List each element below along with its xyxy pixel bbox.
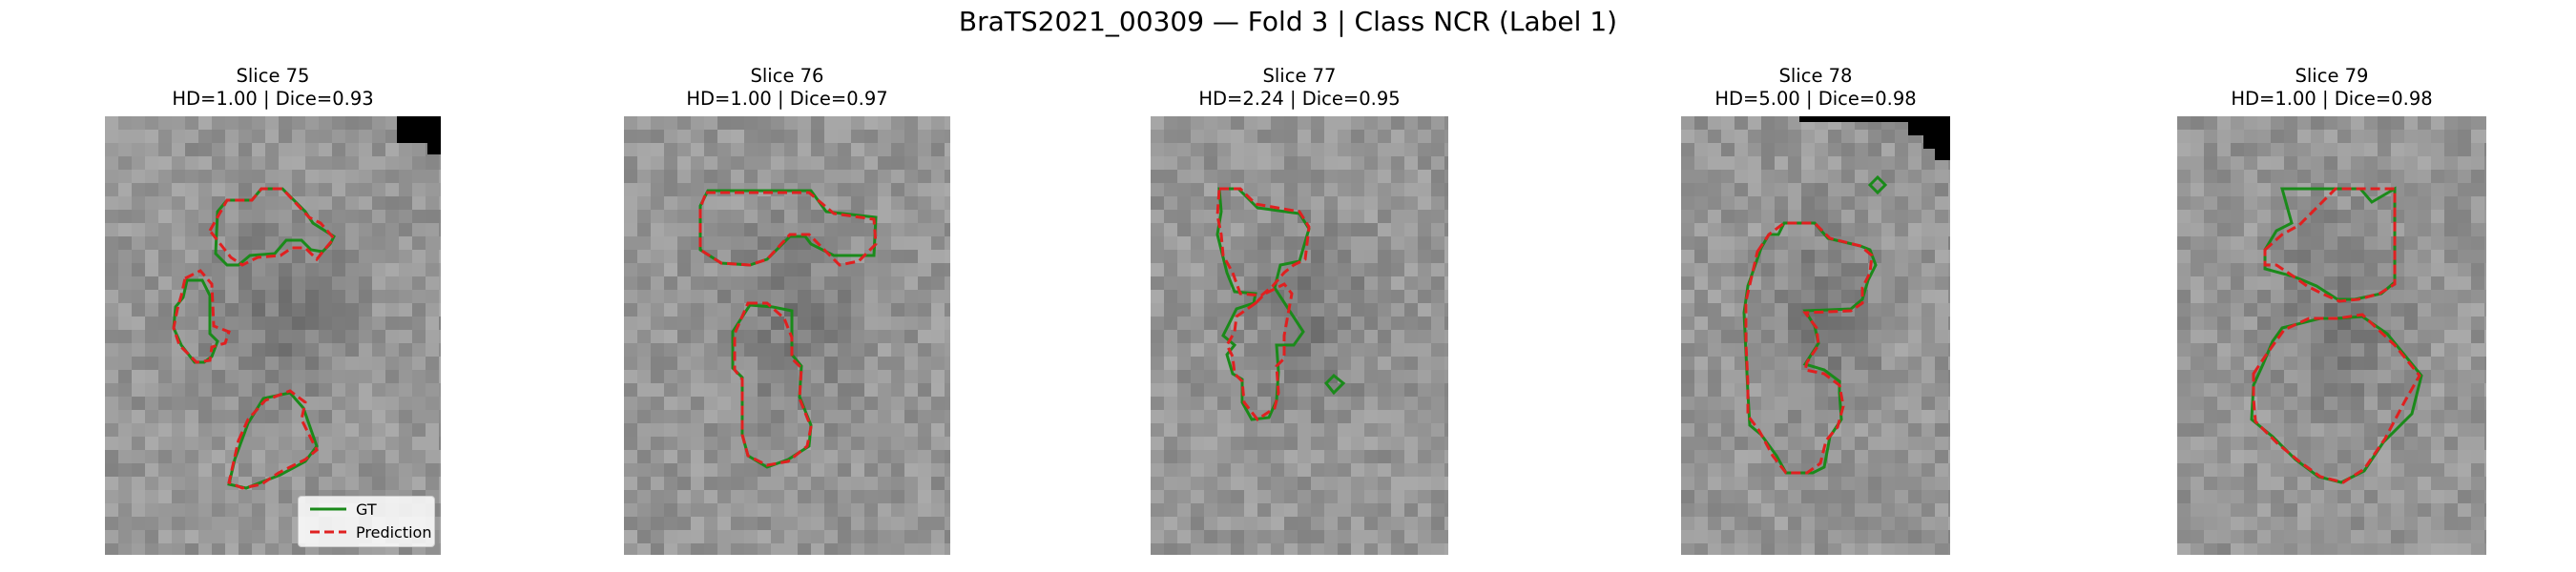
mri-texture xyxy=(2177,116,2486,555)
slice-label: Slice 76 xyxy=(750,65,824,87)
metrics-label: HD=1.00 | Dice=0.93 xyxy=(172,88,374,110)
prediction-contour xyxy=(1215,187,1311,422)
slice-label: Slice 75 xyxy=(236,65,310,87)
panel-title: Slice 76 HD=1.00 | Dice=0.97 xyxy=(548,65,1027,111)
panel-title: Slice 77 HD=2.24 | Dice=0.95 xyxy=(1074,65,1525,111)
metrics-label: HD=1.00 | Dice=0.98 xyxy=(2231,88,2433,110)
contour-overlay xyxy=(1215,187,1346,422)
slice-label: Slice 79 xyxy=(2295,65,2369,87)
corner-black-region xyxy=(1799,116,1950,160)
contour-overlay xyxy=(172,116,441,490)
panel-title: Slice 75 HD=1.00 | Dice=0.93 xyxy=(29,65,517,111)
legend: GT Prediction xyxy=(298,496,435,547)
gt-contour xyxy=(1742,174,1888,475)
prediction-contour xyxy=(172,187,336,490)
figure-title: BraTS2021_00309 — Fold 3 | Class NCR (La… xyxy=(958,6,1618,37)
legend-gt-label: GT xyxy=(356,500,377,519)
legend-prediction-label: Prediction xyxy=(356,523,432,541)
mri-texture xyxy=(1151,116,1448,555)
panel-title: Slice 78 HD=5.00 | Dice=0.98 xyxy=(1605,65,2026,111)
slice-label: Slice 77 xyxy=(1262,65,1337,87)
mri-slice-image xyxy=(1151,116,1448,555)
gt-contour xyxy=(2250,186,2423,484)
prediction-contour xyxy=(1744,221,1874,475)
contour-overlay xyxy=(2250,186,2423,484)
mri-slice-image xyxy=(624,116,950,555)
mri-slice-image xyxy=(2177,116,2486,555)
gt-contour xyxy=(698,189,878,469)
panel-title: Slice 79 HD=1.00 | Dice=0.98 xyxy=(2101,65,2563,111)
mri-slice-image xyxy=(1681,116,1950,555)
slice-label: Slice 78 xyxy=(1778,65,1853,87)
legend-prediction-dash-icon xyxy=(310,530,346,534)
gt-contour xyxy=(172,187,336,490)
contour-overlay xyxy=(698,189,878,469)
metrics-label: HD=5.00 | Dice=0.98 xyxy=(1714,88,1917,110)
metrics-label: HD=2.24 | Dice=0.95 xyxy=(1198,88,1401,110)
mri-slice-image: GT Prediction xyxy=(105,116,441,555)
metrics-label: HD=1.00 | Dice=0.97 xyxy=(686,88,888,110)
contour-overlay xyxy=(1742,116,1950,475)
mri-texture xyxy=(624,116,950,555)
prediction-contour xyxy=(698,191,878,467)
legend-gt-line-icon xyxy=(310,507,346,511)
gt-contour xyxy=(1215,187,1346,421)
corner-black-region xyxy=(397,116,441,154)
prediction-contour xyxy=(2252,187,2421,484)
